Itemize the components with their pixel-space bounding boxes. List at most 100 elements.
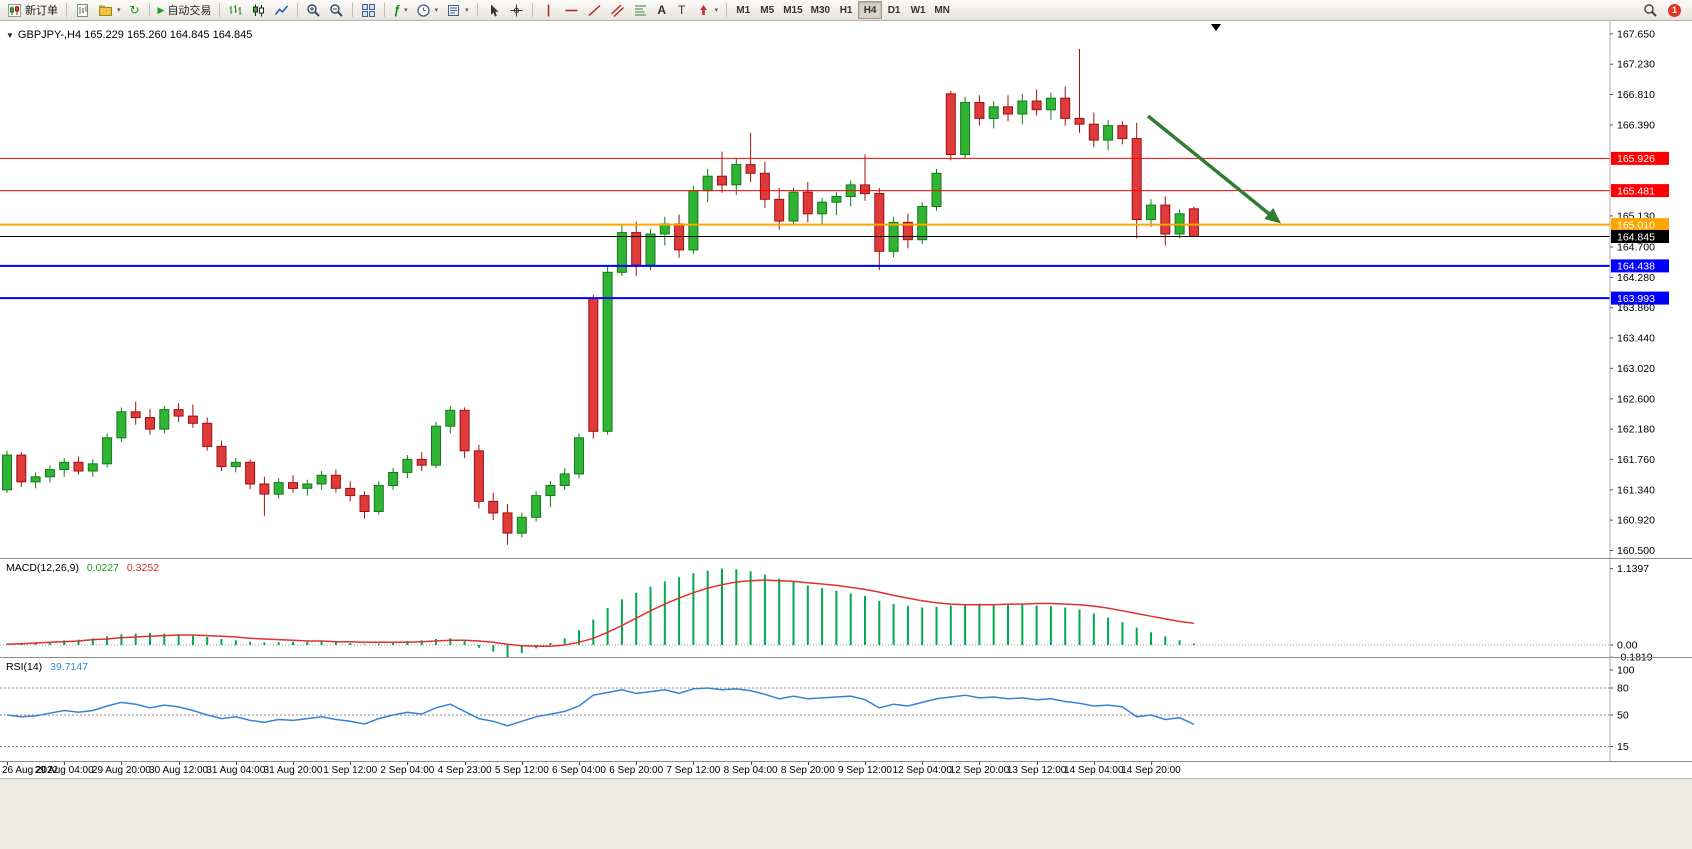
svg-text:167.650: 167.650 — [1617, 28, 1655, 40]
time-tick — [350, 762, 352, 765]
indicators-button[interactable]: ƒ ▾ — [389, 1, 411, 19]
new-chart-button[interactable] — [71, 1, 94, 19]
zoom-out-icon — [330, 3, 344, 17]
label-button[interactable]: T — [672, 1, 692, 19]
trendline-button[interactable] — [583, 1, 606, 19]
profiles-button[interactable]: ▾ — [94, 1, 125, 19]
time-label: 8 Sep 20:00 — [780, 765, 835, 776]
autotrade-button[interactable]: ▶ 自动交易 — [154, 1, 216, 19]
crosshair-button[interactable] — [505, 1, 528, 19]
timeframe-group: M1 M5 M15 M30 H1 H4 D1 W1 MN — [731, 1, 954, 19]
text-button[interactable]: A — [652, 1, 672, 19]
chart-candles-button[interactable] — [247, 1, 270, 19]
time-tick — [807, 762, 809, 765]
toolbar-separator — [66, 3, 67, 17]
symbol-quote-line: ▼ GBPJPY-,H4 165.229 165.260 164.845 164.… — [6, 29, 252, 41]
panel-divider[interactable] — [0, 657, 1692, 658]
timeframe-m30-button[interactable]: M30 — [807, 1, 834, 19]
periods-icon — [416, 3, 430, 17]
svg-text:165.010: 165.010 — [1617, 219, 1655, 231]
timeframe-m5-button[interactable]: M5 — [755, 1, 779, 19]
time-label: 29 Aug 04:00 — [34, 765, 94, 776]
new-order-button[interactable]: 新订单 — [3, 1, 62, 19]
timeframe-m15-button[interactable]: M15 — [779, 1, 806, 19]
rsi-panel-canvas[interactable]: 100 80 50 15 — [0, 658, 1692, 761]
time-tick — [235, 762, 237, 765]
time-label: 9 Sep 12:00 — [838, 765, 892, 776]
timeframe-h4-button[interactable]: H4 — [858, 1, 883, 19]
notification-badge[interactable]: 1 — [1668, 3, 1681, 17]
time-tick — [1151, 762, 1152, 765]
timeframe-m1-button[interactable]: M1 — [731, 1, 755, 19]
time-tick — [636, 762, 638, 765]
svg-text:15: 15 — [1617, 741, 1629, 753]
chart-bars-button[interactable] — [224, 1, 247, 19]
arrows-button[interactable]: ▾ — [692, 1, 723, 19]
zoom-out-button[interactable] — [325, 1, 348, 19]
time-tick — [521, 762, 523, 765]
time-label: 6 Sep 20:00 — [609, 765, 664, 776]
profiles-icon — [99, 5, 112, 16]
timeframe-d1-button[interactable]: D1 — [882, 1, 906, 19]
time-label: 8 Sep 04:00 — [723, 765, 778, 776]
horizontal-line-button[interactable] — [560, 1, 583, 19]
time-axis[interactable]: 26 Aug 2022 29 Aug 04:00 29 Aug 20:00 30 Au… — [0, 761, 1692, 779]
time-label: 14 Sep 20:00 — [1121, 765, 1181, 776]
templates-button[interactable]: ▾ — [442, 1, 473, 19]
svg-text:80: 80 — [1617, 683, 1629, 695]
svg-text:165.481: 165.481 — [1617, 185, 1655, 197]
timeframe-w1-button[interactable]: W1 — [906, 1, 930, 19]
macd-signal-value: 0.3252 — [126, 562, 160, 574]
svg-text:160.500: 160.500 — [1617, 545, 1655, 557]
new-order-icon — [8, 3, 21, 17]
fibonacci-button[interactable] — [629, 1, 652, 19]
time-label: 1 Sep 12:00 — [323, 765, 378, 776]
search-button[interactable] — [1639, 1, 1662, 19]
time-label: 6 Sep 04:00 — [552, 765, 606, 776]
cursor-icon — [490, 4, 499, 16]
time-tick — [7, 762, 8, 765]
autotrade-label: 自动交易 — [167, 5, 212, 17]
svg-text:163.020: 163.020 — [1617, 363, 1655, 375]
dropdown-caret: ▾ — [714, 7, 719, 14]
tile-windows-button[interactable] — [357, 1, 380, 19]
time-tick — [407, 762, 409, 765]
templates-icon — [448, 4, 460, 16]
dropdown-caret: ▾ — [404, 7, 408, 14]
channel-button[interactable] — [606, 1, 629, 19]
cursor-button[interactable] — [482, 1, 505, 19]
toolbar-separator — [297, 3, 299, 17]
svg-text:164.700: 164.700 — [1617, 242, 1655, 254]
time-tick — [464, 762, 466, 765]
svg-text:164.845: 164.845 — [1617, 231, 1655, 243]
zoom-in-button[interactable] — [302, 1, 325, 19]
panel-divider[interactable] — [0, 558, 1692, 559]
periods-button[interactable]: ▾ — [412, 1, 443, 19]
symbol-ohlc-text: GBPJPY-,H4 165.229 165.260 164.845 164.8… — [17, 29, 253, 41]
time-tick — [693, 762, 695, 765]
svg-text:161.760: 161.760 — [1617, 454, 1655, 466]
zoom-in-icon — [307, 3, 321, 17]
arrows-icon — [699, 4, 707, 15]
svg-text:163.860: 163.860 — [1617, 302, 1655, 314]
vertical-line-icon — [547, 4, 549, 16]
dropdown-caret: ▾ — [465, 7, 469, 14]
time-label: 5 Sep 12:00 — [494, 765, 549, 776]
svg-text:100: 100 — [1617, 665, 1635, 677]
svg-text:0.00: 0.00 — [1617, 640, 1638, 652]
trendline-icon — [588, 4, 601, 16]
timeframe-mn-button[interactable]: MN — [930, 1, 954, 19]
svg-text:166.810: 166.810 — [1617, 89, 1655, 101]
one-click-trading-toggle[interactable]: ▼ — [6, 31, 14, 40]
price-chart-canvas[interactable]: 167.650167.230166.810166.390165.130164.7… — [0, 21, 1692, 558]
chart-line-button[interactable] — [270, 1, 293, 19]
vertical-line-button[interactable] — [537, 1, 560, 19]
bottom-strip — [0, 778, 1692, 849]
time-tick — [178, 762, 180, 765]
refresh-button[interactable]: ↻ — [125, 1, 145, 19]
crosshair-icon — [510, 4, 523, 16]
timeframe-h1-button[interactable]: H1 — [834, 1, 858, 19]
dropdown-caret: ▾ — [434, 7, 439, 14]
svg-text:164.438: 164.438 — [1617, 261, 1655, 273]
